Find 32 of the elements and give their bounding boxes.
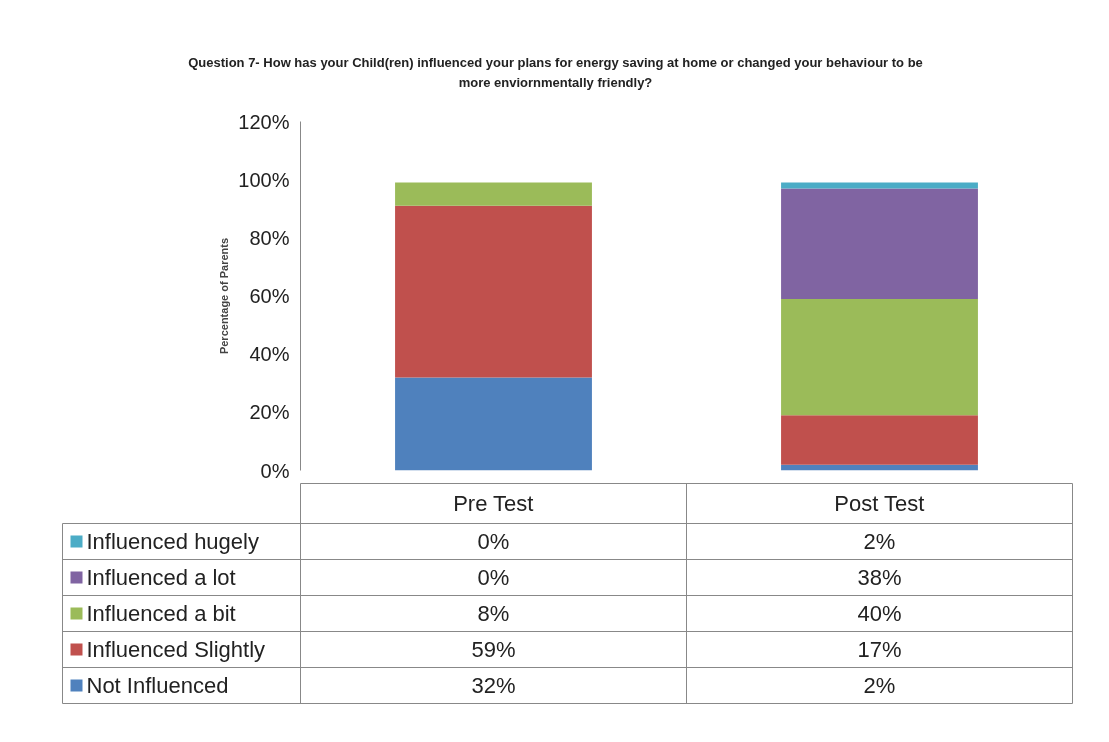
data-label: 2% bbox=[863, 673, 896, 698]
data-label: 59% bbox=[471, 637, 516, 662]
y-tick-label: 80% bbox=[249, 226, 290, 249]
y-tick-label: 60% bbox=[249, 285, 290, 307]
chart-title: Question 7- How has your Child(ren) influenced your plans for energy saving at home or changed your behaviour to be more enviornmentally friendly? bbox=[188, 55, 923, 90]
data-label: 2% bbox=[863, 529, 896, 554]
x-tick-label: Post Test bbox=[834, 491, 925, 516]
bar bbox=[395, 182, 592, 206]
data-label: 0% bbox=[477, 529, 510, 554]
data-label: 38% bbox=[857, 565, 902, 590]
y-tick-label: 20% bbox=[249, 401, 290, 424]
y-tick-label: 0% bbox=[260, 459, 290, 482]
legend-label: Influenced a bit bbox=[86, 601, 236, 626]
y-axis-title: Percentage of Parents bbox=[218, 237, 231, 355]
bar bbox=[781, 298, 978, 416]
data-label: 8% bbox=[477, 601, 510, 626]
data-label: 32% bbox=[471, 673, 516, 698]
legend-label: Influenced Slightly bbox=[86, 637, 266, 662]
bar bbox=[395, 377, 592, 471]
bar bbox=[781, 188, 978, 299]
y-tick-label: 100% bbox=[238, 168, 290, 191]
data-label: 0% bbox=[477, 565, 510, 590]
data-label: 17% bbox=[857, 637, 902, 662]
y-tick-label: 40% bbox=[249, 343, 290, 366]
legend-label: Not Influenced bbox=[86, 673, 229, 698]
x-tick-label: Pre Test bbox=[453, 491, 534, 516]
bar bbox=[781, 415, 978, 465]
data-label: 40% bbox=[857, 601, 902, 626]
bar bbox=[395, 205, 592, 378]
y-tick-label: 120% bbox=[238, 110, 290, 133]
legend-label: Influenced a lot bbox=[86, 565, 236, 590]
legend-label: Influenced hugely bbox=[86, 529, 259, 554]
